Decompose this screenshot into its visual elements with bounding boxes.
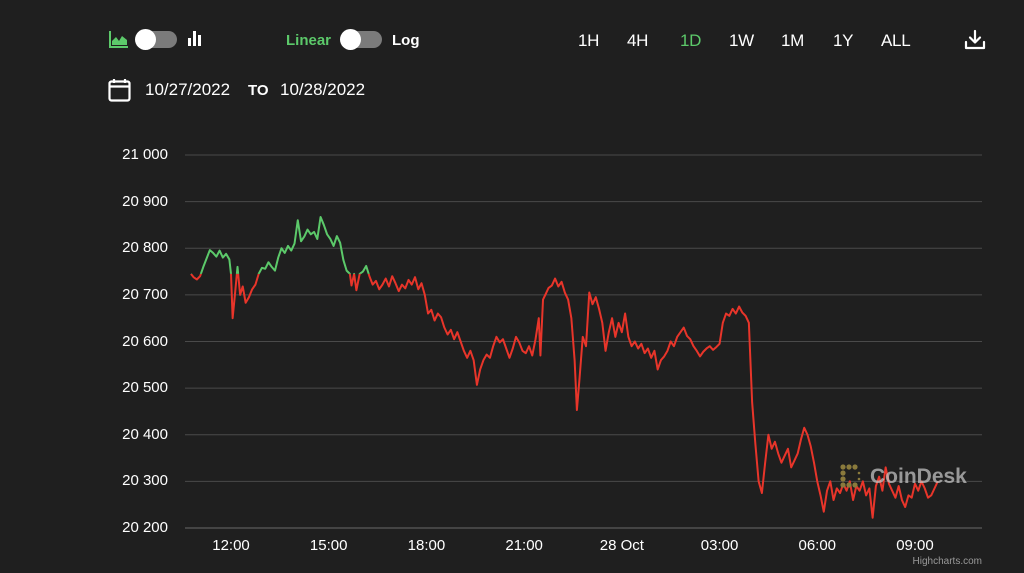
- range-button-1h[interactable]: 1H: [578, 31, 600, 50]
- y-tick-label: 20 400: [122, 425, 168, 443]
- scale-toggle[interactable]: [340, 29, 382, 50]
- price-line-down: [190, 273, 939, 519]
- toggle-knob: [135, 29, 156, 50]
- y-tick-label: 20 800: [122, 239, 168, 257]
- x-tick-label: 06:00: [798, 537, 837, 554]
- coindesk-watermark: CoinDesk: [840, 464, 967, 490]
- scale-linear-label[interactable]: Linear: [286, 32, 332, 49]
- calendar-icon[interactable]: [108, 78, 131, 107]
- x-tick-label: 15:00: [309, 537, 348, 554]
- y-tick-label: 20 900: [122, 192, 168, 210]
- range-button-4h[interactable]: 4H: [627, 31, 649, 50]
- date-to-input[interactable]: 10/28/2022: [280, 80, 366, 99]
- scale-log-label[interactable]: Log: [392, 32, 420, 49]
- y-tick-label: 20 200: [122, 519, 168, 536]
- range-button-all[interactable]: ALL: [881, 31, 911, 50]
- y-tick-label: 21 000: [122, 146, 168, 163]
- date-to-separator: TO: [248, 82, 269, 99]
- coindesk-logo-icon: [840, 464, 861, 488]
- area-chart-icon[interactable]: [109, 30, 129, 53]
- chart-type-toggle[interactable]: [135, 29, 177, 50]
- x-tick-label: 18:00: [407, 537, 446, 554]
- y-tick-label: 20 700: [122, 285, 168, 303]
- watermark-text: CoinDesk: [870, 465, 967, 488]
- x-tick-label: 09:00: [896, 537, 934, 554]
- y-tick-label: 20 300: [122, 472, 168, 490]
- y-tick-label: 20 500: [122, 379, 168, 397]
- date-from-input[interactable]: 10/27/2022: [145, 80, 231, 99]
- x-tick-label: 03:00: [700, 537, 739, 554]
- bar-chart-icon[interactable]: [187, 30, 203, 51]
- toggle-knob: [340, 29, 361, 50]
- range-button-1m[interactable]: 1M: [781, 31, 805, 50]
- x-tick-label: 21:00: [505, 537, 543, 554]
- x-tick-label: 28 Oct: [599, 537, 644, 554]
- download-icon[interactable]: [964, 29, 986, 56]
- range-button-1y[interactable]: 1Y: [833, 31, 854, 50]
- y-tick-label: 20 600: [122, 332, 168, 350]
- price-line-up: [190, 216, 370, 274]
- highcharts-credits[interactable]: Highcharts.com: [912, 556, 982, 567]
- range-button-1d[interactable]: 1D: [680, 31, 702, 50]
- x-tick-label: 12:00: [212, 537, 250, 554]
- range-button-1w[interactable]: 1W: [729, 31, 754, 50]
